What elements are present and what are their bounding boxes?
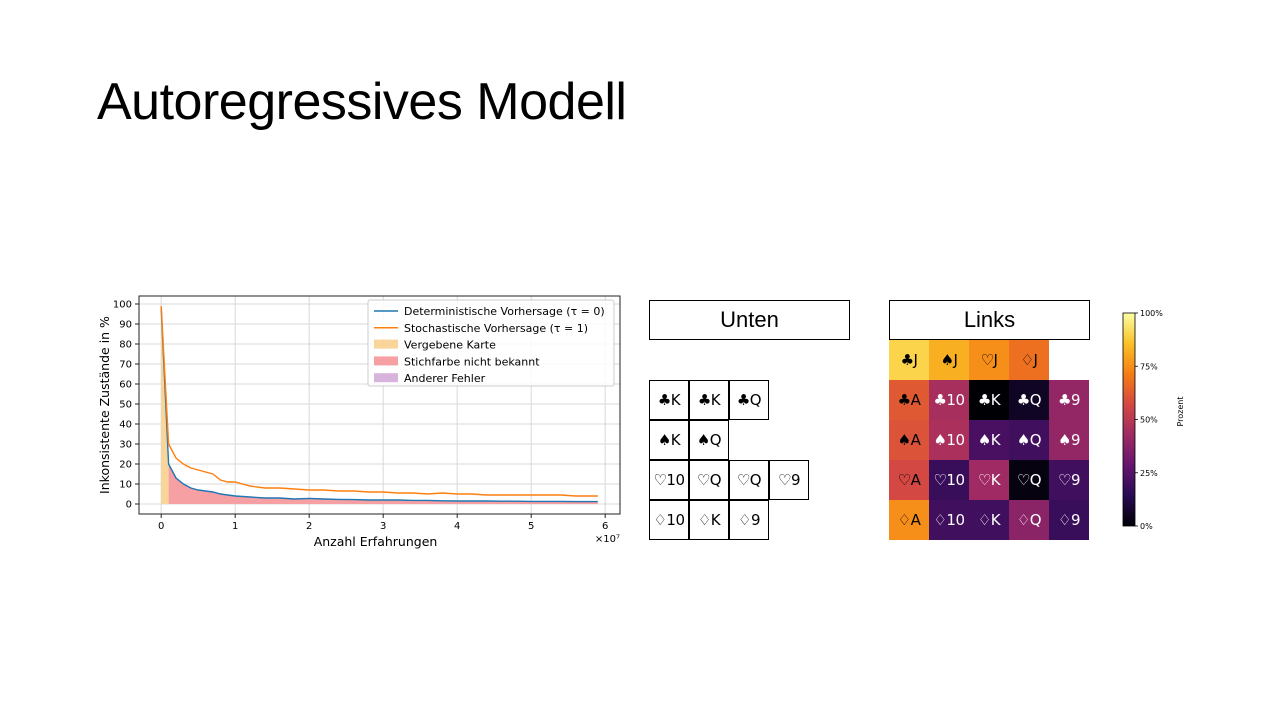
- heatmap-cell: ♢J: [1009, 340, 1049, 380]
- legend-swatch: [374, 356, 398, 366]
- card-unten: ♣K: [649, 380, 689, 420]
- x-tick-label: 4: [454, 521, 460, 532]
- plot-frame: [138, 295, 621, 515]
- panel-unten-title: Unten: [649, 300, 850, 340]
- heatmap-cell: ♣10: [929, 380, 969, 420]
- heatmap-cell: ♢Q: [1009, 500, 1049, 540]
- y-tick-label: 30: [119, 440, 132, 451]
- colorbar-tick-label: 25%: [1140, 469, 1158, 478]
- heatmap-cell: ♣J: [889, 340, 929, 380]
- heatmap-cell: ♠10: [929, 420, 969, 460]
- card-unten: ♣K: [689, 380, 729, 420]
- y-tick-label: 10: [119, 480, 132, 491]
- legend-label: Anderer Fehler: [404, 372, 486, 385]
- colorbar-label: Prozent: [1176, 396, 1185, 426]
- card-unten: ♠Q: [689, 420, 729, 460]
- legend-label: Stichfarbe nicht bekannt: [404, 355, 540, 368]
- heatmap-cell: ♢K: [969, 500, 1009, 540]
- heatmap-cell: ♢10: [929, 500, 969, 540]
- heatmap-cell: ♢9: [1049, 500, 1089, 540]
- x-tick-label: 3: [380, 521, 386, 532]
- heatmap-cell: ♠K: [969, 420, 1009, 460]
- card-unten: ♢10: [649, 500, 689, 540]
- colorbar: 0% 25% 50% 75% 100% Prozent: [1122, 309, 1185, 531]
- card-unten: ♢K: [689, 500, 729, 540]
- heatmap-cell: ♢A: [889, 500, 929, 540]
- x-axis-label: Anzahl Erfahrungen: [314, 534, 438, 549]
- card-unten: ♡9: [769, 460, 809, 500]
- series-line-deterministisch: [160, 307, 598, 503]
- x-tick-label: 5: [528, 521, 534, 532]
- x-tick-label: 6: [602, 521, 608, 532]
- y-tick-label: 70: [119, 360, 132, 371]
- heatmap-cell: ♠J: [929, 340, 969, 380]
- y-axis-label: Inkonsistente Zustände in %: [97, 316, 112, 494]
- y-tick-label: 50: [119, 400, 132, 411]
- series-line-stochastisch: [160, 305, 598, 497]
- legend-swatch: [374, 373, 398, 383]
- heatmap-cell: ♡Q: [1009, 460, 1049, 500]
- line-chart: 0 1 2 3 4 5 60102030405060708090100×10⁷Anzahl …: [97, 295, 621, 549]
- heatmap-cell: ♣K: [969, 380, 1009, 420]
- y-tick-label: 20: [119, 460, 132, 471]
- card-unten: ♡10: [649, 460, 689, 500]
- card-unten: ♠K: [649, 420, 689, 460]
- y-tick-label: 80: [119, 340, 132, 351]
- legend-box: [367, 299, 615, 387]
- card-unten: ♣Q: [729, 380, 769, 420]
- heatmap-cell: ♣A: [889, 380, 929, 420]
- heatmap-cell: ♠Q: [1009, 420, 1049, 460]
- heatmap-cell: ♡9: [1049, 460, 1089, 500]
- colorbar-tick-label: 100%: [1140, 309, 1163, 318]
- y-tick-label: 40: [119, 420, 132, 431]
- legend-label: Vergebene Karte: [404, 339, 496, 352]
- card-unten: ♡Q: [729, 460, 769, 500]
- heatmap-cell: ♠A: [889, 420, 929, 460]
- x-tick-label: 0: [158, 521, 164, 532]
- heatmap-cell: ♡J: [969, 340, 1009, 380]
- area-stichfarbe-nicht-bekannt: [168, 464, 598, 504]
- colorbar-bar: [1122, 312, 1136, 527]
- y-tick-label: 100: [113, 300, 132, 311]
- heatmap-cell: ♡K: [969, 460, 1009, 500]
- x-tick-label: 2: [306, 521, 312, 532]
- heatmap-cell: ♡10: [929, 460, 969, 500]
- x-multiplier: ×10⁷: [595, 534, 620, 545]
- card-unten: ♡Q: [689, 460, 729, 500]
- y-tick-label: 60: [119, 380, 132, 391]
- colorbar-tick-label: 75%: [1140, 362, 1158, 371]
- heatmap-cell: ♣9: [1049, 380, 1089, 420]
- heatmap-cell: ♣Q: [1009, 380, 1049, 420]
- colorbar-tick-label: 50%: [1140, 416, 1158, 425]
- x-tick-label: 1: [232, 521, 238, 532]
- legend-label: Stochastische Vorhersage (τ = 1): [404, 322, 588, 335]
- y-tick-label: 0: [126, 500, 132, 511]
- slide-title: Autoregressives Modell: [97, 73, 627, 131]
- legend-label: Deterministische Vorhersage (τ = 0): [404, 305, 605, 318]
- heatmap-cell: ♡A: [889, 460, 929, 500]
- legend-swatch: [374, 339, 398, 349]
- colorbar-tick-label: 0%: [1140, 522, 1153, 531]
- y-tick-label: 90: [119, 320, 132, 331]
- heatmap-cell: ♠9: [1049, 420, 1089, 460]
- panel-links-title: Links: [889, 300, 1090, 340]
- card-unten: ♢9: [729, 500, 769, 540]
